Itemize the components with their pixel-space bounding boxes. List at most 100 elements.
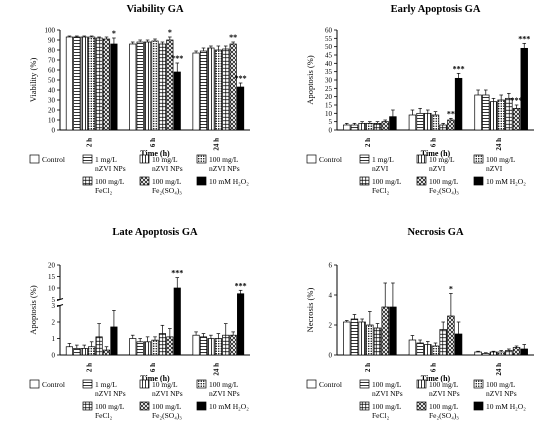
bar [454, 77, 463, 131]
y-tick-label: 35 [325, 68, 333, 76]
legend-swatch [196, 176, 207, 186]
legend-label: Control [319, 380, 342, 389]
legend-swatch [139, 379, 150, 389]
significance-label: * [168, 28, 172, 37]
y-tick-label: 20 [48, 107, 56, 115]
legend-label: nZVI NPs [209, 389, 240, 398]
y-tick-label: 10 [325, 110, 333, 118]
bar [88, 36, 96, 131]
legend-label: Fe₂(SO₄)₃ [152, 186, 182, 195]
legend-swatch [196, 154, 207, 164]
chart-title: Late Apoptosis GA [112, 227, 198, 238]
bar [151, 40, 159, 131]
bar [166, 336, 174, 356]
chart-title: Viability GA [126, 4, 183, 15]
bar [199, 336, 208, 356]
bar [88, 346, 96, 356]
bar [416, 342, 424, 356]
bar [381, 306, 389, 356]
y-tick-label: 25 [325, 85, 333, 93]
bar [350, 124, 359, 131]
y-tick-label: 0 [52, 127, 56, 135]
legend-swatch [359, 176, 370, 186]
legend-label: 100 mg/L [372, 402, 402, 411]
legend-label: 100 mg/L [486, 155, 516, 164]
legend-item-h2o2: 10 mM H₂O₂ [196, 176, 249, 186]
legend-swatch [306, 379, 317, 389]
y-tick-label: 3 [52, 302, 56, 310]
legend-label: 10 mM H₂O₂ [486, 177, 526, 186]
bar [192, 52, 200, 131]
legend-item-control: Control [29, 154, 65, 164]
x-tick-label: 2 h [364, 138, 372, 147]
legend-label: Fe₂(SO₄)₃ [429, 186, 459, 195]
legend-label: 10 mg/L [429, 155, 455, 164]
y-axis-label: Apoptosis (%) [28, 285, 38, 335]
y-tick-label: 60 [325, 27, 333, 35]
significance-label: *** [171, 54, 183, 63]
bar [151, 339, 159, 356]
legend-label: 1 mg/L [95, 380, 117, 389]
bar [447, 315, 455, 356]
bar [229, 43, 237, 131]
x-axis-label: Time (h) [421, 374, 451, 383]
legend-label: nZVI NPs [429, 389, 460, 398]
y-tick-label: 90 [48, 37, 56, 45]
bar [366, 122, 374, 131]
legend-item-h2o2: 10 mM H₂O₂ [196, 401, 249, 411]
legend-swatch [473, 379, 484, 389]
x-tick-label: 6 h [430, 363, 438, 372]
legend-swatch [196, 401, 207, 411]
bar [173, 287, 181, 356]
significance-label: *** [171, 269, 183, 278]
legend-label: FeCl₂ [95, 411, 113, 420]
bar [199, 50, 208, 131]
legend-label: Control [42, 155, 65, 164]
y-tick-label: 15 [48, 273, 56, 281]
chart-title: Early Apoptosis GA [391, 4, 481, 15]
legend-swatch [29, 154, 40, 164]
bar [222, 334, 230, 356]
legend-label: 1 mg/L [95, 155, 117, 164]
legend-label: 10 mM H₂O₂ [209, 177, 249, 186]
y-tick-label: 20 [325, 93, 333, 101]
legend-label: FeCl₂ [95, 186, 113, 195]
legend-label: nZVI NPs [209, 164, 240, 173]
bar [65, 36, 73, 131]
x-tick-label: 2 h [86, 138, 94, 147]
legend-label: 100 mg/L [152, 402, 182, 411]
bar [482, 94, 490, 131]
bar [214, 49, 222, 131]
bar [489, 351, 498, 356]
bar [110, 43, 118, 131]
legend-swatch [416, 176, 427, 186]
bar [389, 116, 397, 131]
bar [95, 37, 103, 131]
legend-label: 10 mg/L [152, 155, 178, 164]
bar [505, 350, 513, 356]
legend-label: 100 mg/L [429, 402, 459, 411]
y-tick-label: 5 [52, 296, 56, 304]
bar [520, 348, 528, 356]
significance-label: * [112, 29, 116, 38]
legend-item-control: Control [306, 379, 342, 389]
bar [366, 324, 374, 356]
bar [222, 48, 230, 131]
x-tick-label: 6 h [430, 138, 438, 147]
significance-label: ** [447, 109, 455, 118]
y-tick-label: 0 [329, 127, 333, 135]
legend-label: nZVI NPs [95, 389, 126, 398]
bar [207, 338, 215, 356]
bar [358, 122, 366, 131]
bar [408, 339, 417, 356]
chart-panel-1: Early Apoptosis GA 0510152025303540455055… [305, 4, 534, 195]
